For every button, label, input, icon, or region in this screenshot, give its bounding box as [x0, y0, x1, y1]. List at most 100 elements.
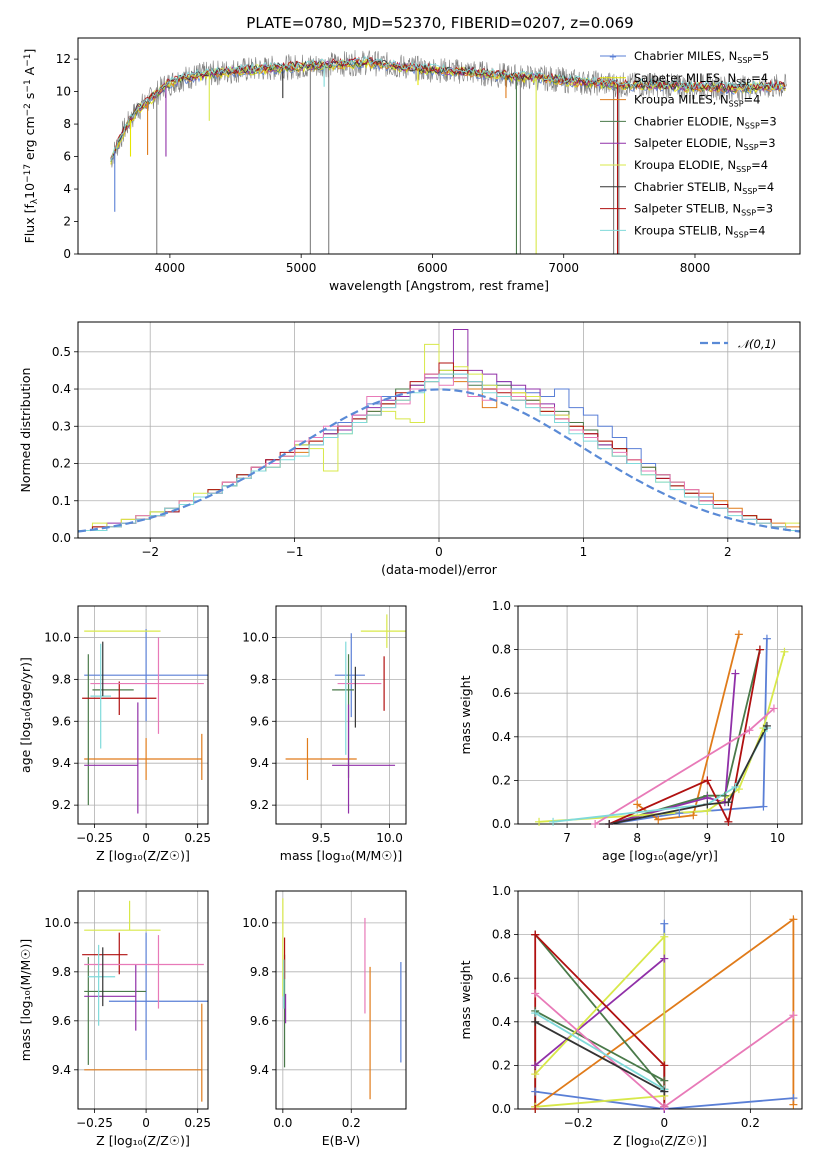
spectrum-frame [77, 37, 801, 255]
residual-hist-xlabel: (data-model)/error [381, 562, 498, 577]
legend-entry: Chabrier ELODIE, NSSP=3 [634, 114, 777, 130]
weight-series-line [534, 934, 666, 1108]
mass-vs-EBV-ytick-label: 9.6 [250, 1014, 269, 1028]
spectrum-ylabel: Flux [fλ10−17 erg cm−2 s−1 A−1] [22, 49, 40, 244]
age-vs-Z-axes: −0.25 0 0.25 9.2 9.4 9.6 9.8 10.0 Z [log₁₀(Z/Z☉)… [18, 605, 211, 863]
age-vs-mass-ytick-label: 9.2 [250, 798, 269, 812]
weight-vs-age-ytick-label: 0.4 [492, 730, 511, 744]
age-vs-mass-xlabel: mass [log₁₀(M/M☉)] [280, 848, 402, 863]
legend-entry: Chabrier MILES, NSSP=5 [634, 49, 769, 65]
legend-entry: Kroupa MILES, NSSP=4 [634, 93, 760, 109]
residual-hist-xtick-label: −1 [286, 545, 304, 559]
mass-vs-Z-ylabel: mass [log₁₀(M/M☉)] [18, 939, 33, 1061]
mass-vs-EBV-frame [275, 890, 407, 1110]
residual-hist-ytick-label: 0.5 [52, 345, 71, 359]
weight-vs-age-plot-area [538, 634, 786, 824]
weight-vs-Z-frame [517, 890, 803, 1110]
legend-entry: Salpeter ELODIE, NSSP=3 [634, 136, 776, 152]
residual-hist-ytick-label: 0.2 [52, 457, 71, 471]
age-vs-mass-ytick-label: 10.0 [242, 630, 269, 644]
spectrum-ytick-label: 2 [63, 215, 71, 229]
legend-entry-normal: 𝒩(0,1) [738, 337, 776, 351]
residual-hist-xtick-label: −2 [141, 545, 159, 559]
residual-hist-axes: −2 −1 0 1 2 0.0 0.1 0.2 0.3 0.4 0.5 (data-model)/er… [18, 321, 801, 577]
weight-vs-Z-xtick-label: 0 [660, 1116, 668, 1130]
mass-vs-Z-xtick-label: 0 [142, 1116, 150, 1130]
legend-marker: + [609, 52, 617, 63]
age-vs-Z-ytick-label: 9.4 [52, 756, 71, 770]
residual-hist-ytick-label: 0.4 [52, 382, 71, 396]
weight-vs-age-xlabel: age [log₁₀(age/yr)] [602, 848, 718, 863]
age-vs-mass-ytick-label: 9.6 [250, 714, 269, 728]
weight-vs-age-xtick-label: 9 [704, 831, 712, 845]
age-vs-mass-ytick-label: 9.8 [250, 672, 269, 686]
legend-entry: Chabrier STELIB, NSSP=4 [634, 180, 774, 196]
residual-hist-ylabel: Normed distribution [18, 368, 33, 493]
age-vs-Z-xtick-label: 0 [142, 831, 150, 845]
figure-title: PLATE=0780, MJD=52370, FIBERID=0207, z=0… [246, 14, 633, 32]
spectrum-xtick-label: 5000 [286, 261, 317, 275]
weight-vs-age-axes: 7 8 9 10 0.0 0.2 0.4 0.6 0.8 1.0 age [log₁₀(age/yr… [458, 599, 803, 863]
spectrum-ytick-label: 10 [56, 85, 71, 99]
weight-vs-Z-xtick-label: 0.2 [741, 1116, 760, 1130]
weight-vs-age-ytick-label: 0.8 [492, 643, 511, 657]
age-vs-Z-frame [77, 605, 209, 825]
weight-vs-age-ytick-label: 0.0 [492, 817, 511, 831]
spectrum-xtick-label: 6000 [417, 261, 448, 275]
age-vs-Z-xtick-label: −0.25 [76, 831, 113, 845]
residual-hist-xtick-label: 0 [435, 545, 443, 559]
mass-vs-Z-xlabel: Z [log₁₀(Z/Z☉)] [96, 1133, 190, 1148]
age-vs-Z-xlabel: Z [log₁₀(Z/Z☉)] [96, 848, 190, 863]
mass-vs-Z-axes: −0.25 0 0.25 9.4 9.6 9.8 10.0 Z [log₁₀(Z/Z☉)] ma… [18, 890, 211, 1148]
spectrum-ytick-label: 8 [63, 117, 71, 131]
weight-vs-Z-ylabel: mass weight [458, 960, 473, 1039]
residual-hist-plot-area [78, 328, 800, 538]
mass-vs-EBV-ytick-label: 9.8 [250, 965, 269, 979]
residual-hist-ytick-label: 0.3 [52, 419, 71, 433]
weight-vs-age-ylabel: mass weight [458, 675, 473, 754]
weight-vs-Z-ytick-label: 1.0 [492, 884, 511, 898]
legend-entry: Salpeter STELIB, NSSP=3 [634, 202, 773, 218]
weight-vs-Z-xlabel: Z [log₁₀(Z/Z☉)] [613, 1133, 707, 1148]
age-vs-Z-ytick-label: 9.2 [52, 798, 71, 812]
weight-vs-Z-xtick-label: −0.2 [564, 1116, 593, 1130]
spectrum-ytick-label: 12 [56, 52, 71, 66]
residual-hist-xtick-label: 1 [580, 545, 588, 559]
age-vs-mass-xtick-label: 9.5 [312, 831, 331, 845]
weight-series-line [608, 649, 761, 824]
age-vs-mass-frame [275, 605, 407, 825]
weight-vs-age-frame [517, 605, 803, 825]
weight-vs-Z-ytick-label: 0.0 [492, 1102, 511, 1116]
mass-vs-Z-plot-area [82, 900, 208, 1102]
legend-entry: Kroupa STELIB, NSSP=4 [634, 223, 765, 239]
weight-series-line [608, 673, 737, 824]
legend-entry: Kroupa ELODIE, NSSP=4 [634, 158, 768, 174]
mass-vs-EBV-axes: 0.0 0.2 9.4 9.6 9.8 10.0 E(B-V) [242, 890, 407, 1148]
spectrum-model-line [110, 55, 786, 161]
age-vs-Z-xtick-label: 0.25 [184, 831, 211, 845]
spectrum-plot-area [110, 50, 787, 254]
residual-hist-xtick-label: 2 [724, 545, 732, 559]
weight-series-line [535, 1090, 794, 1109]
weight-vs-Z-axes: −0.2 0 0.2 0.0 0.2 0.4 0.6 0.8 1.0 Z [log₁₀(Z/Z☉)… [458, 884, 803, 1148]
legend-entry: Salpeter MILES, NSSP=4 [634, 71, 768, 87]
mass-vs-Z-ytick-label: 9.6 [52, 1014, 71, 1028]
weight-series-line [534, 1021, 665, 1093]
weight-vs-age-ytick-label: 0.2 [492, 773, 511, 787]
age-vs-Z-ytick-label: 9.6 [52, 714, 71, 728]
age-vs-Z-ylabel: age [log₁₀(age/yr)] [18, 657, 33, 773]
age-vs-mass-xtick-label: 10.0 [376, 831, 403, 845]
mass-vs-EBV-xtick-label: 0.0 [273, 1116, 292, 1130]
mass-vs-EBV-xtick-label: 0.2 [342, 1116, 361, 1130]
mass-vs-Z-xtick-label: −0.25 [76, 1116, 113, 1130]
weight-vs-age-xtick-label: 10 [770, 831, 785, 845]
spectrum-ytick-label: 0 [63, 247, 71, 261]
residual-hist-ytick-label: 0.0 [52, 531, 71, 545]
spectrum-ytick-label: 6 [63, 150, 71, 164]
weight-vs-age-ytick-label: 1.0 [492, 599, 511, 613]
mass-vs-Z-frame [77, 890, 209, 1110]
weight-vs-age-ytick-label: 0.6 [492, 686, 511, 700]
age-vs-mass-ytick-label: 9.4 [250, 756, 269, 770]
weight-vs-Z-ytick-label: 0.8 [492, 928, 511, 942]
